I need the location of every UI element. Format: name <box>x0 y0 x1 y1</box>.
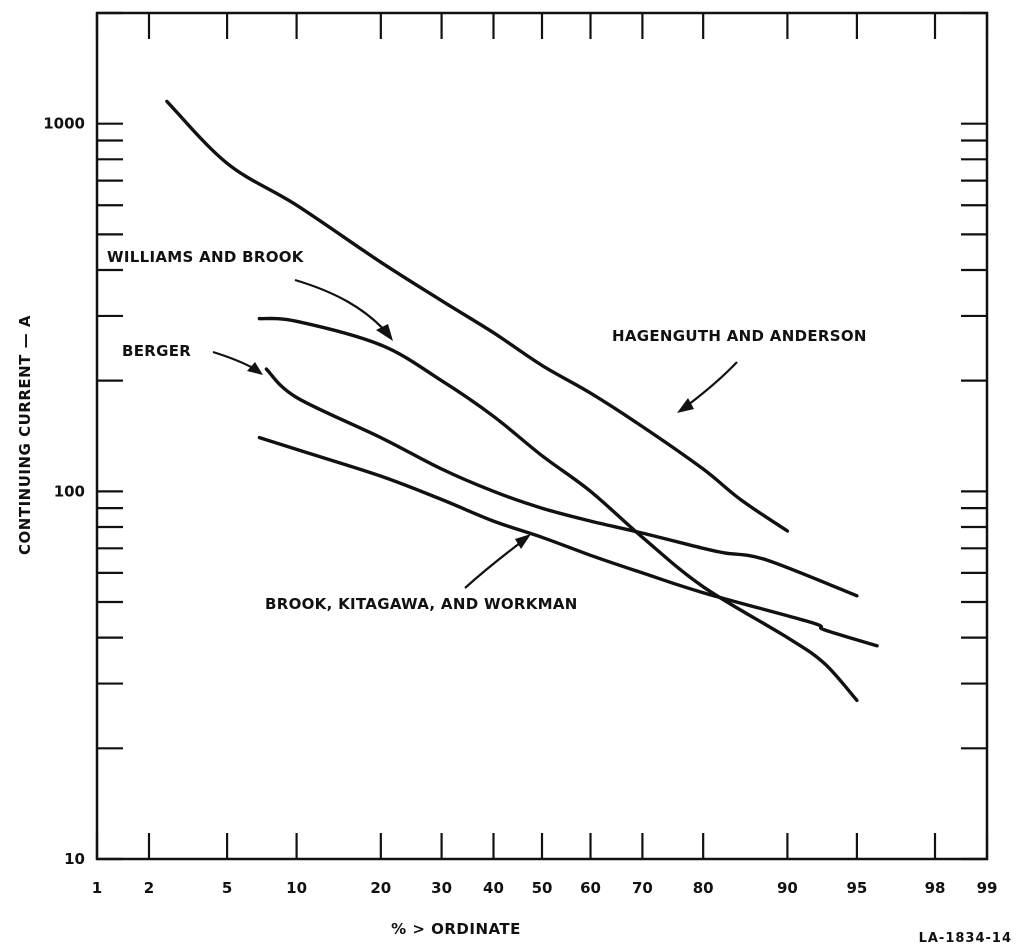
series-line-williams-and-brook <box>257 316 859 703</box>
x-tick-label: 90 <box>777 879 798 897</box>
x-tick-label: 70 <box>632 879 653 897</box>
series-line-brook-kitagawa-and-workman <box>257 435 879 648</box>
x-tick-label: 80 <box>693 879 714 897</box>
y-axis-label: CONTINUING CURRENT — A <box>16 315 34 555</box>
annotation-arrow-brook-kitagawa-and-workman <box>464 539 525 589</box>
annotation-arrowhead-hagenguth-and-anderson <box>677 398 694 413</box>
plot-frame <box>95 11 989 861</box>
annotation-williams-and-brook: WILLIAMS AND BROOK <box>107 248 305 266</box>
x-tick-label: 30 <box>431 879 452 897</box>
axis-ticks <box>95 11 989 861</box>
annotation-arrowhead-williams-and-brook <box>376 324 393 341</box>
series-line-berger <box>264 367 859 598</box>
x-tick-label: 95 <box>846 879 867 897</box>
y-tick-label: 100 <box>54 482 85 500</box>
annotations: WILLIAMS AND BROOK BERGER HAGENGUTH AND … <box>107 248 867 613</box>
x-axis-label: % > ORDINATE <box>391 920 521 938</box>
x-tick-label: 5 <box>222 879 232 897</box>
x-tick-label: 10 <box>286 879 307 897</box>
x-tick-label: 50 <box>532 879 553 897</box>
annotation-brook-kitagawa-and-workman: BROOK, KITAGAWA, AND WORKMAN <box>265 595 578 613</box>
x-tick-label: 99 <box>977 879 998 897</box>
annotation-berger: BERGER <box>122 342 191 360</box>
x-tick-label: 40 <box>483 879 504 897</box>
x-tick-label: 1 <box>92 879 102 897</box>
figure-id: LA-1834-14 <box>919 931 1012 946</box>
x-tick-label: 20 <box>370 879 391 897</box>
annotation-hagenguth-and-anderson: HAGENGUTH AND ANDERSON <box>612 327 867 345</box>
axis-tick-labels: 1 2 5 10 20 30 40 50 60 70 80 90 95 98 99 10 100 1000 <box>43 115 997 897</box>
y-tick-label: 10 <box>64 850 85 868</box>
annotation-arrow-hagenguth-and-anderson <box>683 361 738 409</box>
series-lines <box>165 99 879 703</box>
x-tick-label: 98 <box>925 879 946 897</box>
series-line-hagenguth-and-anderson <box>165 99 790 533</box>
x-tick-label: 60 <box>580 879 601 897</box>
annotation-arrowhead-berger <box>247 362 263 375</box>
x-tick-label: 2 <box>144 879 154 897</box>
y-tick-label: 1000 <box>43 115 85 133</box>
annotation-arrow-williams-and-brook <box>294 278 389 335</box>
annotation-arrowhead-brook-kitagawa-and-workman <box>515 534 531 549</box>
